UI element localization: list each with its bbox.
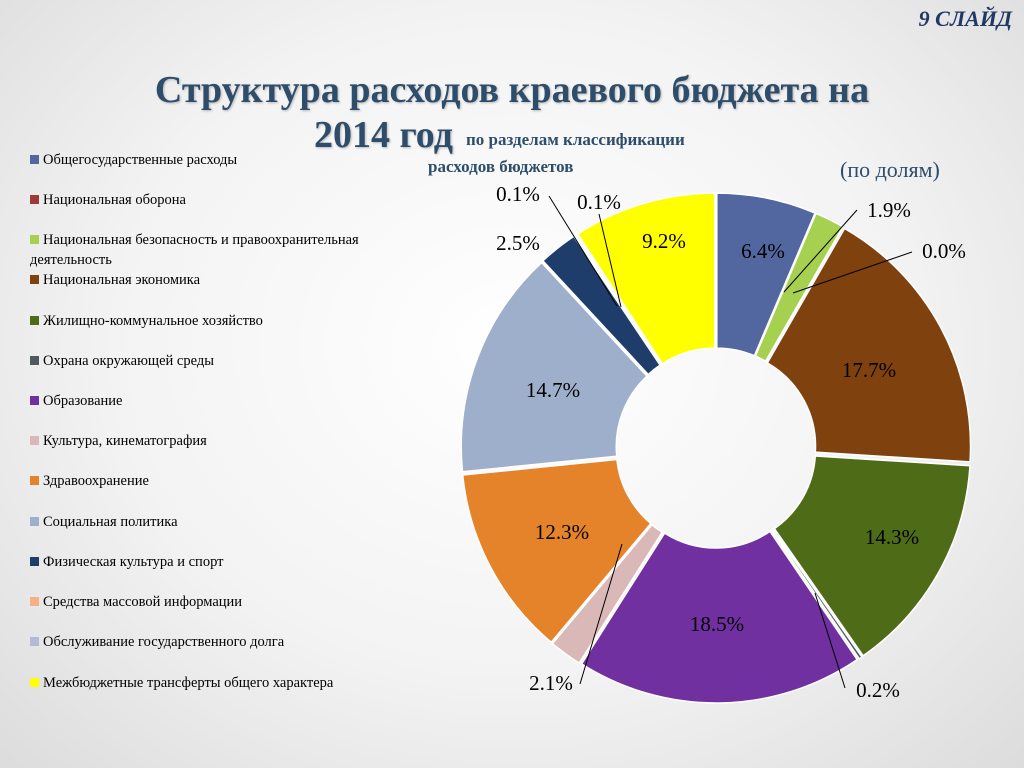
data-label: 0.0%: [922, 239, 966, 263]
donut-slice: [771, 528, 863, 660]
donut-slice: [576, 192, 716, 365]
legend-label: Физическая культура и спорт: [43, 554, 224, 570]
donut-slice: [766, 227, 972, 463]
legend-swatch: [30, 235, 39, 244]
data-label: 0.1%: [577, 190, 621, 214]
data-label: 6.4%: [741, 239, 785, 263]
legend-swatch: [30, 517, 39, 526]
legend-label: Национальная оборона: [43, 192, 186, 208]
subtitle-line-2: расходов бюджетов: [428, 157, 574, 176]
legend-swatch: [30, 436, 39, 445]
legend-swatch: [30, 476, 39, 485]
legend-label: Средства массовой информации: [43, 594, 243, 610]
legend-label: Образование: [43, 393, 123, 409]
title-line-1: Структура расходов краевого бюджета на: [154, 69, 870, 111]
data-label: 1.9%: [867, 198, 911, 222]
legend-swatch: [30, 396, 39, 405]
title-line-2: 2014 год: [314, 114, 453, 156]
legend-item: Культура, кинематография: [30, 431, 430, 451]
slide-number: 9 СЛАЙД: [918, 6, 1012, 31]
data-label: 12.3%: [535, 520, 589, 544]
legend-item: Жилищно-коммунальное хозяйство: [30, 311, 430, 331]
data-label: 17.7%: [842, 358, 896, 382]
donut-slice: [716, 192, 817, 357]
legend-item: Здравоохранение: [30, 471, 430, 491]
donut-slice: [460, 261, 649, 473]
data-label: 14.3%: [865, 525, 919, 549]
legend-swatch: [30, 155, 39, 164]
legend-label: Здравоохранение: [43, 473, 149, 489]
legend-swatch: [30, 356, 39, 365]
legend-swatch: [30, 678, 39, 687]
data-label: 9.2%: [642, 229, 686, 253]
legend-item: Физическая культура и спорт: [30, 552, 430, 572]
legend-label: Межбюджетные трансферты общего характера: [43, 675, 334, 691]
legend-label: Социальная политика: [43, 514, 178, 530]
legend-swatch: [30, 637, 39, 646]
share-note: (по долям): [840, 157, 940, 182]
legend-item: Национальная оборона: [30, 190, 430, 210]
legend-item: Национальная безопасность и правоохранит…: [30, 230, 430, 270]
legend-label: Национальная экономика: [43, 272, 201, 288]
donut-slice: [773, 455, 971, 657]
legend-item: Охрана окружающей среды: [30, 351, 430, 371]
legend-label: Национальная безопасность и правоохранит…: [30, 232, 359, 268]
leader-line: [792, 251, 913, 294]
legend-item: Обслуживание государственного долга: [30, 632, 430, 652]
leader-line: [783, 209, 858, 293]
data-label: 18.5%: [690, 612, 744, 636]
legend-label: Общегосударственные расходы: [43, 152, 238, 168]
legend-item: Межбюджетные трансферты общего характера: [30, 673, 430, 693]
leader-line: [579, 543, 623, 685]
leader-line: [814, 592, 846, 689]
data-label: 2.1%: [529, 671, 573, 695]
donut-slice: [574, 233, 663, 366]
donut-slice: [580, 530, 859, 704]
data-label: 2.5%: [496, 231, 540, 255]
legend-label: Жилищно-коммунальное хозяйство: [43, 313, 263, 329]
legend-swatch: [30, 195, 39, 204]
data-label: 0.2%: [856, 678, 900, 702]
legend-item: Общегосударственные расходы: [30, 150, 430, 170]
data-label: 14.7%: [526, 378, 580, 402]
legend-label: Обслуживание государственного долга: [43, 634, 285, 650]
legend-swatch: [30, 557, 39, 566]
subtitle-line-1: по разделам классификации: [466, 130, 685, 149]
legend-swatch: [30, 597, 39, 606]
leader-line: [598, 213, 622, 308]
legend-item: Средства массовой информации: [30, 592, 430, 612]
legend-label: Охрана окружающей среды: [43, 353, 214, 369]
legend-item: Национальная экономика: [30, 270, 430, 290]
legend-item: Социальная политика: [30, 512, 430, 532]
donut-slice: [461, 458, 652, 644]
data-label: 0.1%: [496, 182, 540, 206]
legend-swatch: [30, 316, 39, 325]
legend-swatch: [30, 275, 39, 284]
legend-item: Образование: [30, 391, 430, 411]
legend-label: Культура, кинематография: [43, 433, 207, 449]
leader-line: [548, 195, 618, 307]
